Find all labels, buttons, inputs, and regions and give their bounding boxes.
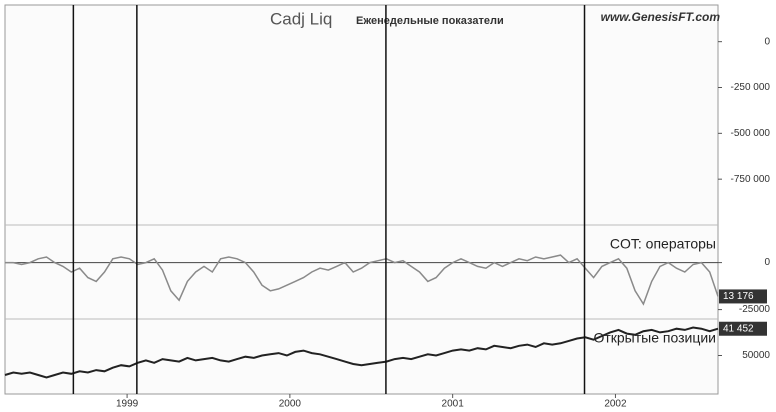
y-tick-label: 0 bbox=[764, 36, 770, 47]
chart-title: Cadj Liq bbox=[270, 9, 332, 28]
x-tick-label: 2000 bbox=[279, 399, 302, 410]
chart-subtitle: Еженедельные показатели bbox=[356, 15, 504, 27]
x-tick-label: 2002 bbox=[604, 399, 627, 410]
last-value-text: 41 452 bbox=[723, 323, 754, 334]
y-tick-label: 50000 bbox=[742, 350, 770, 361]
series-line bbox=[4, 326, 719, 379]
last-value-badge bbox=[719, 321, 767, 336]
plot-frame bbox=[4, 4, 719, 395]
site-url: www.GenesisFT.com bbox=[601, 10, 721, 24]
y-tick-label: -250 000 bbox=[731, 82, 771, 93]
y-tick-label: -750 000 bbox=[731, 174, 771, 185]
series-line bbox=[5, 254, 719, 306]
panel-label: Открытые позиции bbox=[593, 330, 716, 346]
y-tick-label: -25000 bbox=[739, 304, 771, 315]
x-tick-label: 2001 bbox=[442, 399, 465, 410]
x-tick-label: 1999 bbox=[116, 399, 139, 410]
y-tick-label: -500 000 bbox=[731, 128, 771, 139]
last-value-text: 13 176 bbox=[723, 291, 754, 302]
y-tick-label: 0 bbox=[764, 257, 770, 268]
panel-label: COT: операторы bbox=[610, 236, 716, 252]
last-value-badge bbox=[719, 289, 767, 304]
